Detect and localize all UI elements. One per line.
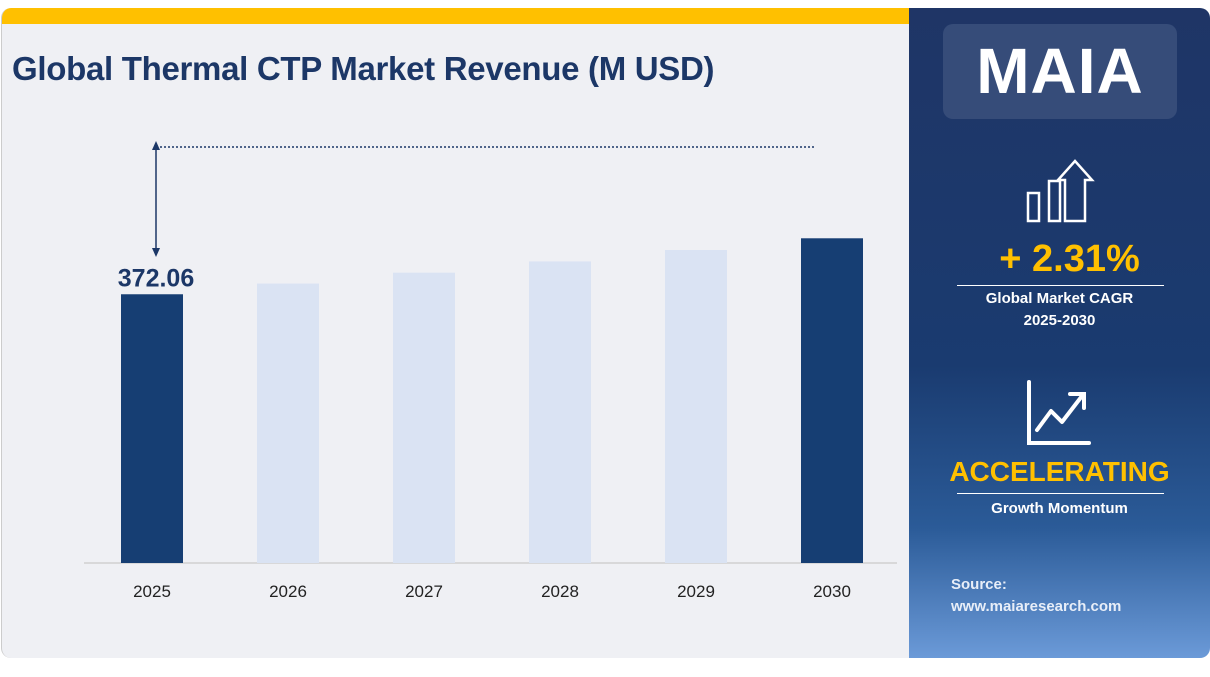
bar-2030 [801,238,863,563]
chart-title: Global Thermal CTP Market Revenue (M USD… [12,50,715,87]
logo: MAIA [943,24,1177,119]
divider [957,285,1164,286]
bar-2029 [665,250,727,563]
momentum-value: ACCELERATING [949,456,1170,487]
cagr-period: 2025-2030 [1023,312,1096,329]
bar-chart: 2025 372.06 2026 2027 2028 2029 2030 [84,141,897,601]
source: Source: www.maiaresearch.com [951,574,1121,618]
x-tick-label: 2026 [269,582,307,601]
bar-2027 [393,272,455,563]
bar-2028 [529,261,591,563]
trend-line-icon [1027,380,1091,445]
divider [957,493,1164,494]
x-tick-label: 2028 [541,582,579,601]
cagr-value: + 2.31% [999,238,1140,280]
cagr-label: Global Market CAGR [985,290,1134,307]
source-label: Source: [951,576,1007,593]
arrow-head-up [152,141,160,150]
x-tick-label: 2030 [813,582,851,601]
sidebar: MAIA + 2.31% Global Market CAGR 2025-203… [909,8,1210,658]
bar-2025 [121,294,183,563]
x-tick-label: 2029 [677,582,715,601]
bar-chart-up-arrow-icon [1026,159,1095,223]
x-tick-label: 2025 [133,582,171,601]
momentum-label: Growth Momentum [991,500,1128,517]
bar-2026 [257,283,319,563]
source-url[interactable]: www.maiaresearch.com [951,598,1122,615]
x-tick-label: 2027 [405,582,443,601]
chart-panel: Global Thermal CTP Market Revenue (M USD… [1,8,910,658]
arrow-head-down [152,248,160,257]
data-label: 372.06 [118,264,194,292]
accent-bar [2,8,910,24]
